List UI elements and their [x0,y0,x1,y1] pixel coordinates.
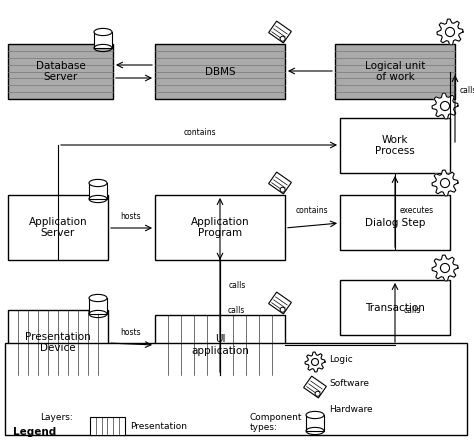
Text: Hardware: Hardware [329,404,373,414]
Bar [340,118,450,173]
Text: calls: calls [460,85,474,95]
Bar [5,343,467,435]
Bar [155,315,285,375]
Circle shape [315,391,320,396]
Text: Database
Server: Database Server [36,61,85,82]
Text: Software: Software [329,378,369,388]
Polygon shape [432,93,458,119]
Text: Application
Program: Application Program [191,217,249,238]
Circle shape [446,27,455,37]
Bar [8,310,108,375]
Text: Dialog Step: Dialog Step [365,217,425,227]
Circle shape [440,264,449,272]
Ellipse shape [89,294,107,301]
Bar [89,298,107,314]
Bar [269,21,292,43]
Bar [155,44,285,99]
Circle shape [280,307,285,312]
Circle shape [280,36,285,41]
Bar [304,376,327,398]
Bar [340,280,450,335]
Circle shape [440,179,449,187]
Text: hosts: hosts [121,328,141,337]
Text: Application
Server: Application Server [29,217,87,238]
Bar [94,32,112,48]
Bar [335,44,455,99]
Text: contains: contains [184,128,216,137]
Text: Presentation: Presentation [130,422,187,430]
Polygon shape [432,170,458,196]
Text: Presentation
Device: Presentation Device [25,332,91,353]
Text: calls: calls [229,281,246,290]
Text: Work
Process: Work Process [375,135,415,156]
Ellipse shape [94,29,112,36]
Bar [155,195,285,260]
Text: contains: contains [296,206,328,215]
Ellipse shape [89,180,107,187]
Text: Transaction: Transaction [365,303,425,312]
Bar [306,415,324,431]
Text: Component
types:: Component types: [250,413,302,433]
Text: Legend: Legend [13,427,56,437]
Circle shape [280,187,285,192]
Text: Logical unit
of work: Logical unit of work [365,61,425,82]
Text: hosts: hosts [121,212,141,221]
Text: UI
application: UI application [191,334,249,356]
Bar [8,44,113,99]
Bar [340,195,450,250]
Bar [269,172,292,194]
Text: DBMS: DBMS [205,66,235,77]
Polygon shape [432,255,458,281]
Circle shape [440,102,449,110]
Bar [269,292,292,314]
Text: Layers:: Layers: [40,413,73,422]
Circle shape [311,359,319,366]
Bar [89,183,107,199]
Bar [8,195,108,260]
Text: calls: calls [403,306,421,315]
Ellipse shape [306,411,324,418]
Bar [90,417,125,435]
Polygon shape [437,19,463,45]
Text: Logic: Logic [329,355,353,363]
Text: executes: executes [400,205,434,215]
Polygon shape [305,352,325,372]
Text: calls: calls [228,305,246,315]
